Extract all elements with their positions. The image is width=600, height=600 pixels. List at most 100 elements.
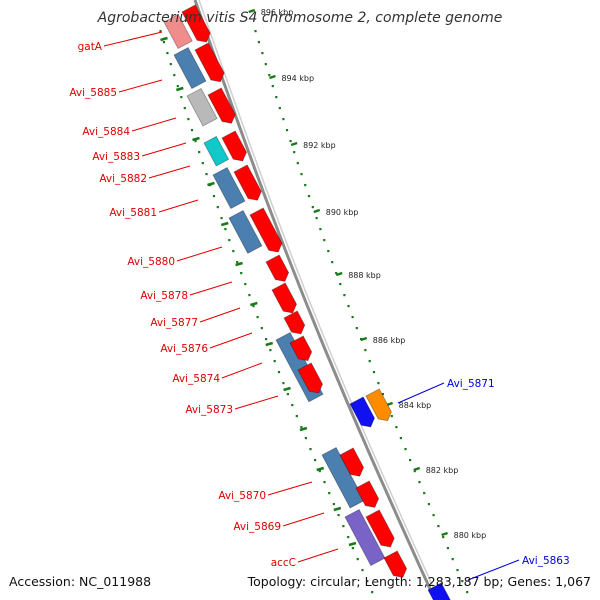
outer-tick-dot — [264, 63, 267, 66]
outer-tick-dot — [300, 173, 303, 176]
inner-tick-mark — [316, 466, 325, 472]
inner-tick-dot — [159, 30, 162, 33]
backbone-line — [193, 0, 437, 600]
avi-5885-feature — [173, 46, 207, 90]
outer-tick-dot — [268, 74, 271, 77]
forward-gene-arrow-12 — [339, 447, 365, 477]
avi-5863-feature — [427, 582, 452, 600]
outer-tick-dot — [339, 283, 342, 286]
inner-tick-dot — [318, 470, 321, 473]
avi-5882-feature-shape — [212, 166, 246, 210]
inner-tick-dot — [337, 514, 340, 517]
inner-tick-dot — [314, 459, 317, 462]
forward-gene-arrow-3-shape — [207, 87, 236, 124]
outer-tick-dot — [409, 459, 412, 462]
forward-gene-arrow-2-shape — [194, 42, 225, 83]
genome-summary-text: Topology: circular; Length: 1,283,187 bp… — [247, 574, 591, 589]
gene-label-leader-line — [176, 246, 223, 262]
outer-tick-dot — [377, 382, 380, 385]
backbone-layer — [193, 0, 440, 600]
inner-tick-dot — [176, 85, 179, 88]
avi-5885-feature-shape — [173, 46, 207, 90]
inner-tick-dot — [198, 151, 201, 154]
outer-tick-dot — [413, 470, 416, 473]
gene-label-leader-line — [397, 382, 445, 404]
gene-label: Avi_5873 — [185, 404, 233, 416]
kbp-tick-mark — [360, 336, 368, 342]
inner-tick-dot — [332, 503, 335, 506]
gene-label-leader-line — [141, 142, 187, 157]
avi-5863-feature-shape — [427, 582, 452, 600]
forward-gene-arrow-5 — [233, 164, 262, 201]
inner-tick-dot — [366, 580, 369, 583]
inner-tick-dot — [260, 327, 263, 330]
outer-tick-dot — [390, 415, 393, 418]
outer-tick-dot — [442, 536, 445, 539]
inner-tick-dot — [162, 41, 165, 44]
forward-gene-arrow-6-shape — [249, 207, 283, 253]
gene-label-leader-line — [189, 281, 233, 296]
avi-5871-feature-shape — [349, 396, 375, 428]
accession-text: Accession: NC_011988 — [9, 574, 152, 589]
inner-tick-dot — [269, 349, 272, 352]
kbp-tick-mark — [269, 74, 276, 80]
outer-tick-dot — [432, 514, 435, 517]
gene-label: gatA — [78, 41, 103, 53]
inner-tick-dot — [328, 492, 331, 495]
kbp-tick-mark — [335, 271, 343, 277]
avi-5871-feature — [349, 396, 375, 428]
kbp-tick-label: 888 kbp — [348, 271, 381, 280]
orange-feature — [365, 388, 392, 422]
forward-gene-arrow-5-shape — [233, 164, 262, 201]
outer-tick-dot — [311, 206, 314, 209]
outer-tick-dot — [404, 448, 407, 451]
inner-tick-dot — [265, 338, 268, 341]
inner-tick-dot — [166, 52, 169, 55]
gene-label-leader-line — [234, 395, 279, 410]
outer-tick-dot — [315, 217, 318, 220]
gene-label: Avi_5870 — [218, 490, 266, 502]
gene-label: Avi_5881 — [109, 207, 157, 219]
gene-label-leader-line — [199, 307, 241, 323]
forward-gene-arrow-3 — [207, 87, 236, 124]
inner-tick-dot — [173, 74, 176, 77]
inner-tick-mark — [220, 221, 229, 227]
forward-gene-arrow-7 — [265, 254, 290, 282]
kbp-tick-label: 880 kbp — [454, 531, 487, 540]
inner-tick-mark — [250, 301, 258, 307]
inner-tick-dot — [351, 547, 354, 550]
forward-gene-arrow-13 — [355, 480, 380, 508]
orange-feature-shape — [365, 388, 392, 422]
outer-tick-dot — [461, 580, 464, 583]
outer-tick-dot — [261, 52, 264, 55]
outer-tick-dot — [395, 426, 398, 429]
inner-tick-dot — [190, 129, 194, 132]
inner-tick-mark — [299, 426, 308, 432]
forward-gene-arrow-8 — [271, 282, 297, 314]
avi-5881-feature — [228, 209, 263, 254]
gene-label: Avi_5885 — [69, 87, 117, 99]
outer-tick-dot — [282, 118, 285, 121]
kbp-tick-mark — [313, 208, 321, 214]
outer-tick-dot — [451, 558, 454, 561]
inner-tick-mark — [348, 541, 357, 547]
outer-tick-dot — [372, 371, 376, 374]
inner-tick-dot — [240, 272, 243, 275]
gene-label-leader-line — [118, 79, 163, 93]
avi-5881-feature-shape — [228, 209, 263, 254]
inner-tick-dot — [220, 217, 223, 220]
inner-tick-mark — [207, 181, 215, 187]
inner-tick-mark — [235, 261, 243, 267]
outer-tick-dot — [254, 30, 257, 33]
inner-tick-mark — [265, 341, 274, 347]
outer-tick-dot — [327, 250, 330, 253]
forward-gene-arrow-8-shape — [271, 282, 297, 314]
outer-tick-dot — [347, 305, 350, 308]
gene-label: Avi_5883 — [92, 151, 140, 163]
gene-label-leader-line — [209, 332, 253, 349]
inner-tick-dot — [282, 382, 285, 385]
outer-tick-dot — [381, 393, 384, 396]
inner-tick-dot — [232, 250, 235, 253]
gene-label: Avi_5863 — [522, 555, 570, 567]
